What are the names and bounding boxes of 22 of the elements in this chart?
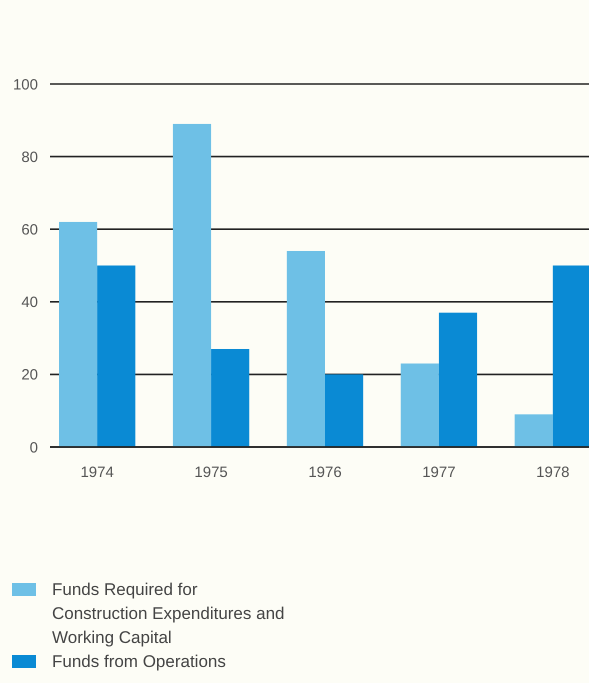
- bar: [97, 266, 136, 447]
- bar: [400, 364, 439, 447]
- y-tick-label: 0: [30, 439, 38, 456]
- bar: [438, 312, 478, 447]
- bar: [286, 250, 325, 447]
- x-tick-label: 1974: [80, 464, 114, 481]
- x-tick-label: 1978: [536, 464, 570, 481]
- bar: [211, 348, 250, 447]
- y-tick-label: 80: [21, 148, 38, 166]
- bar: [325, 374, 364, 447]
- x-tick-label: 1977: [422, 464, 456, 481]
- x-tick-label: 1976: [308, 464, 342, 481]
- y-tick-label: 60: [21, 221, 38, 238]
- bar: [514, 414, 553, 447]
- x-tick-label: 1975: [194, 464, 228, 481]
- legend-label: Funds Required for Construction Expenditures and Working Capital: [52, 580, 284, 647]
- legend-label: Funds from Operations: [52, 652, 226, 671]
- y-tick-label: 100: [12, 76, 38, 94]
- bar: [172, 124, 212, 447]
- y-tick-label: 40: [21, 294, 38, 312]
- bar: [59, 222, 98, 447]
- y-tick-label: 20: [21, 366, 38, 384]
